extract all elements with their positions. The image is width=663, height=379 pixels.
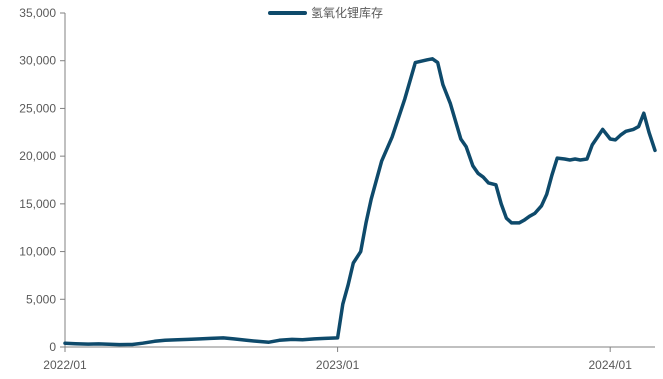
y-tick-label: 35,000: [19, 6, 56, 20]
series-line: [63, 57, 657, 347]
y-tick-label: 5,000: [26, 292, 56, 306]
y-tick-label: 25,000: [19, 101, 56, 115]
x-tick-label: 2024/01: [588, 358, 632, 372]
y-tick-label: 20,000: [19, 149, 56, 163]
y-tick-label: 15,000: [19, 197, 56, 211]
series-group: [63, 57, 657, 347]
x-tick-label: 2023/01: [316, 358, 360, 372]
y-tick-label: 10,000: [19, 245, 56, 259]
y-tick-label: 30,000: [19, 54, 56, 68]
x-tick-label: 2022/01: [43, 358, 87, 372]
x-tick-labels: 2022/01 2023/01 2024/01: [43, 358, 632, 372]
legend: 氢氧化锂库存: [268, 5, 383, 20]
axes: [60, 12, 655, 352]
legend-label: 氢氧化锂库存: [311, 5, 383, 20]
y-tick-label: 0: [49, 340, 56, 354]
y-tick-labels: 0 5,000 10,000 15,000 20,000 25,000 30,000 35,0…: [19, 6, 56, 354]
